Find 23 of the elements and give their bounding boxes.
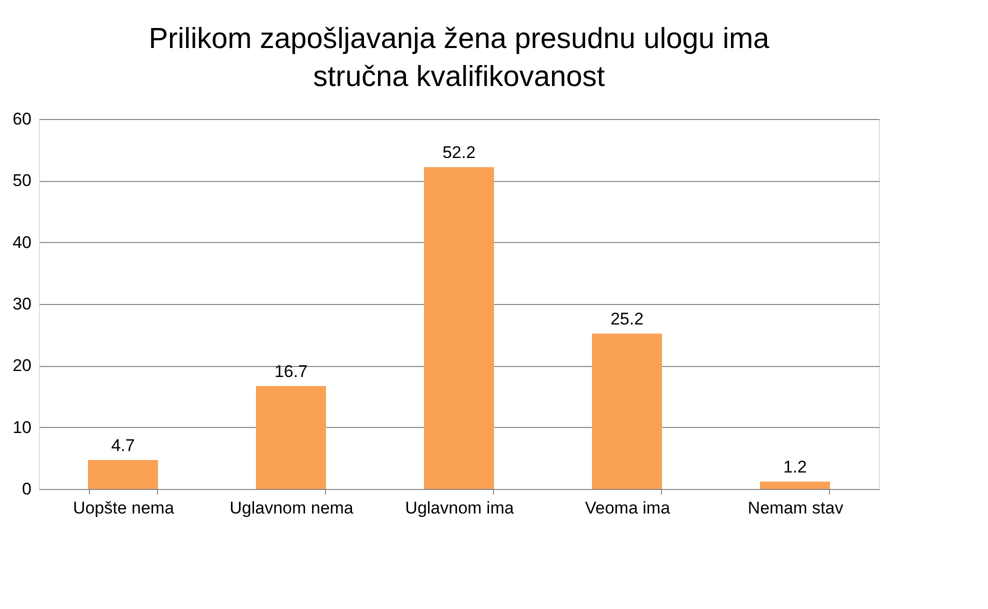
data-label: 25.2 (610, 310, 644, 329)
bar (760, 482, 830, 489)
y-tick-label: 0 (22, 480, 32, 498)
y-tick-label: 10 (12, 418, 32, 437)
y-tick-label: 30 (12, 294, 32, 314)
x-tick-label: Uopšte nema (72, 498, 175, 518)
x-tick-label: Nemam stav (748, 498, 844, 518)
y-tick-label: 40 (12, 232, 32, 252)
x-tick-label: Uglavnom ima (405, 498, 514, 518)
x-tick-label: Uglavnom nema (230, 498, 354, 518)
bar (88, 460, 158, 489)
data-label: 52.2 (442, 143, 476, 162)
data-label: 4.7 (111, 436, 135, 456)
x-tick-label: Veoma ima (584, 498, 671, 518)
bar (256, 386, 326, 489)
y-tick-label: 60 (12, 110, 32, 128)
data-label: 1.2 (783, 458, 807, 477)
y-tick-label: 20 (12, 356, 32, 376)
y-tick-label: 50 (12, 171, 32, 190)
chart-title: Prilikom zapošljavanja žena presudnu ulogu ima stručna kvalifikovanost (148, 23, 770, 93)
bar (592, 334, 662, 489)
bar (424, 167, 494, 489)
data-label: 16.7 (274, 362, 308, 382)
